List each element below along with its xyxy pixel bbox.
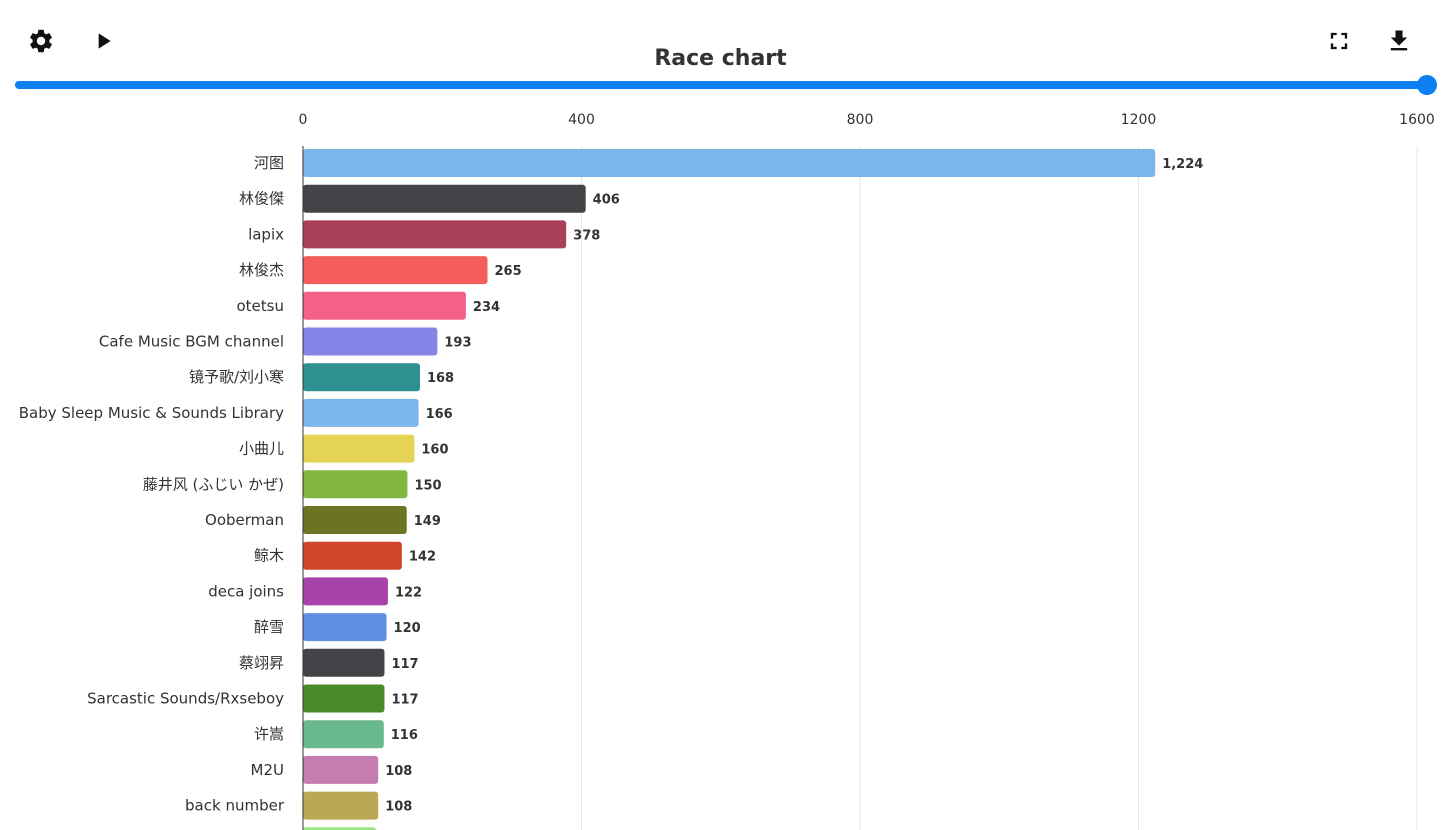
- bar-partial: [303, 827, 376, 830]
- category-label: 小曲儿: [239, 440, 284, 458]
- value-label: 406: [593, 193, 620, 208]
- play-button[interactable]: [88, 26, 118, 56]
- category-label: Sarcastic Sounds/Rxseboy: [87, 690, 284, 708]
- fullscreen-button[interactable]: [1324, 26, 1354, 56]
- category-label: 蔡翊昇: [239, 654, 284, 672]
- bar: [303, 470, 408, 499]
- value-label: 120: [394, 621, 421, 636]
- value-label: 168: [427, 371, 454, 386]
- play-icon: [98, 33, 111, 49]
- slider-thumb[interactable]: [1417, 75, 1437, 95]
- x-tick-label: 1600: [1399, 112, 1435, 128]
- category-label: 林俊杰: [239, 261, 284, 279]
- bar: [303, 291, 466, 320]
- bar: [303, 149, 1156, 177]
- value-label: 166: [426, 407, 453, 422]
- category-label: Baby Sleep Music & Sounds Library: [19, 404, 284, 422]
- category-label: back number: [185, 797, 285, 815]
- bar: [303, 541, 402, 570]
- value-label: 117: [391, 657, 418, 672]
- value-label: 234: [473, 300, 500, 315]
- slider-fill: [15, 81, 1427, 89]
- gear-icon: [30, 29, 52, 53]
- category-label: 藤井风 (ふじい かぜ): [143, 475, 284, 493]
- value-label: 150: [414, 478, 441, 493]
- bar: [303, 577, 388, 606]
- x-tick-label: 800: [847, 112, 874, 128]
- bar: [303, 720, 384, 749]
- category-label: deca joins: [208, 582, 284, 600]
- bar: [303, 755, 379, 784]
- bar: [303, 648, 385, 677]
- bar: [303, 506, 407, 534]
- value-label: 149: [414, 514, 441, 529]
- bar: [303, 791, 379, 820]
- category-label: 镜予歌/刘小寒: [189, 368, 284, 386]
- bar: [303, 398, 419, 427]
- value-label: 265: [495, 264, 522, 279]
- bar: [303, 220, 567, 249]
- chart-title: Race chart: [654, 46, 787, 71]
- category-label: lapix: [248, 225, 284, 243]
- category-label: 许嵩: [254, 725, 284, 743]
- fullscreen-icon: [1330, 32, 1348, 50]
- value-label: 193: [444, 336, 471, 351]
- category-label: 河图: [254, 154, 284, 172]
- category-label: Ooberman: [205, 511, 284, 529]
- value-label: 378: [573, 228, 600, 243]
- category-label: Cafe Music BGM channel: [99, 333, 284, 351]
- category-label: M2U: [251, 761, 284, 779]
- x-tick-label: 400: [568, 112, 595, 128]
- category-label: 醉雪: [254, 618, 284, 636]
- timeline-slider[interactable]: [15, 75, 1437, 95]
- value-label: 116: [391, 728, 418, 743]
- bar: [303, 363, 420, 392]
- value-label: 122: [395, 585, 422, 600]
- category-label: otetsu: [237, 297, 285, 315]
- category-label: 林俊傑: [239, 190, 284, 208]
- value-label: 1,224: [1162, 157, 1203, 172]
- value-label: 117: [391, 693, 418, 708]
- settings-button[interactable]: [26, 26, 56, 56]
- bar: [303, 613, 387, 642]
- bar: [303, 327, 438, 356]
- value-label: 108: [385, 764, 412, 779]
- bar: [303, 184, 586, 213]
- value-label: 108: [385, 800, 412, 815]
- bar: [303, 256, 488, 285]
- x-tick-label: 1200: [1121, 112, 1157, 128]
- download-icon: [1390, 30, 1408, 51]
- category-label: 鲸木: [254, 547, 284, 565]
- value-label: 142: [409, 550, 436, 565]
- bar: [303, 434, 415, 463]
- download-button[interactable]: [1384, 26, 1414, 56]
- x-tick-label: 0: [299, 112, 308, 128]
- value-label: 160: [421, 443, 448, 458]
- bar: [303, 684, 385, 713]
